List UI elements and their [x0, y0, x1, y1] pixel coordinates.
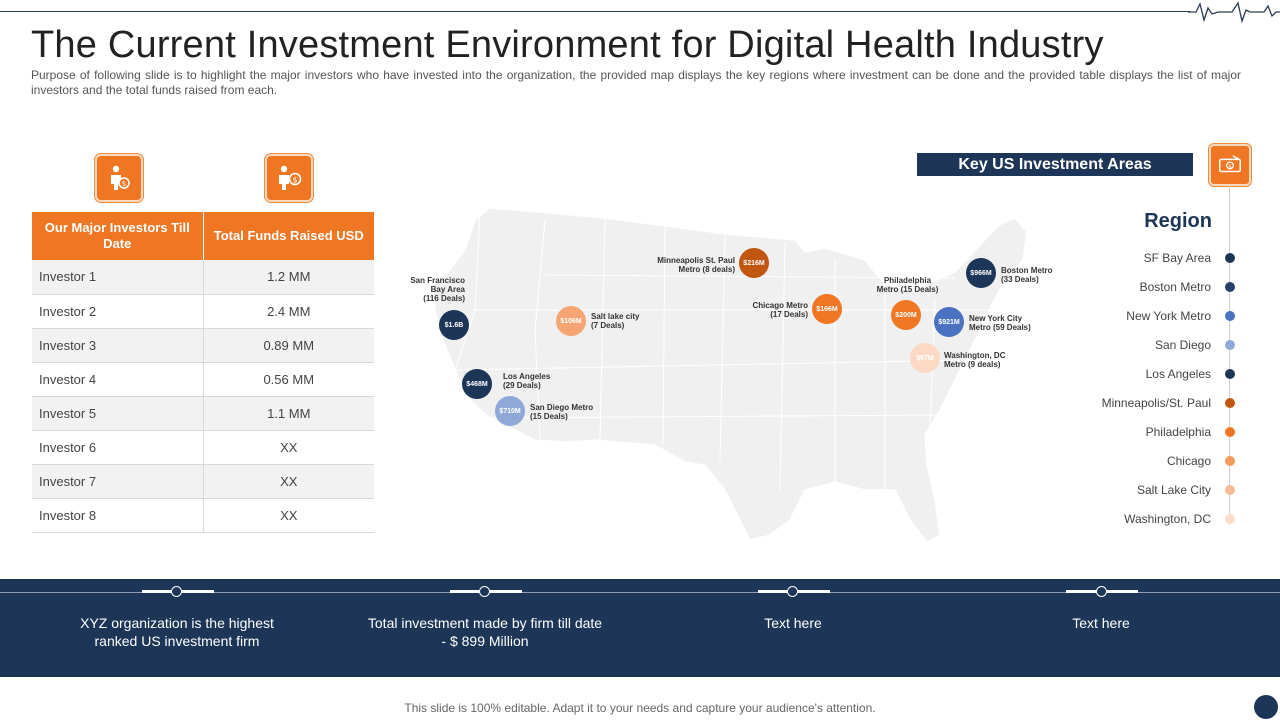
region-dot: [1225, 369, 1235, 379]
region-item: New York Metro: [1126, 309, 1211, 323]
region-dot: [1225, 282, 1235, 292]
funds-value: 1.2 MM: [203, 260, 374, 295]
funds-value: 0.89 MM: [203, 328, 374, 363]
region-item: SF Bay Area: [1143, 251, 1211, 265]
investor-name: Investor 8: [32, 498, 204, 533]
investor-name: Investor 1: [32, 260, 204, 295]
marker-label-la: Los Angeles (29 Deals): [503, 372, 551, 390]
svg-text:$: $: [1228, 164, 1232, 170]
banner-timeline: [0, 592, 1280, 593]
table-row: Investor 3 0.89 MM: [32, 328, 374, 363]
funds-value: XX: [203, 430, 374, 465]
marker-label-nyc: New York City Metro (59 Deals): [969, 314, 1031, 332]
marker-sf: $1.6B: [439, 310, 469, 340]
investor-name: Investor 4: [32, 362, 204, 397]
banner-item: Text here: [1072, 615, 1130, 631]
region-item: Los Angeles: [1145, 367, 1211, 381]
region-item: Chicago: [1166, 454, 1211, 468]
region-dot: [1225, 514, 1235, 524]
table-row: Investor 2 2.4 MM: [32, 294, 374, 329]
funds-value: XX: [203, 498, 374, 533]
svg-text:$: $: [122, 180, 126, 188]
marker-minneapolis: $216M: [739, 248, 769, 278]
marker-label-minneapolis: Minneapolis St. Paul Metro (8 deals): [657, 256, 735, 274]
investors-table: Our Major Investors Till Date Total Fund…: [32, 212, 374, 533]
region-dot: [1225, 485, 1235, 495]
marker-label-boston: Boston Metro (33 Deals): [1001, 266, 1053, 284]
investor-name: Investor 5: [32, 396, 204, 431]
region-item: Philadelphia: [1145, 425, 1211, 439]
svg-text:$: $: [292, 176, 297, 185]
marker-label-chicago: Chicago Metro (17 Deals): [752, 301, 808, 319]
marker-label-slc: Salt lake city (7 Deals): [591, 312, 640, 330]
region-dot: [1225, 427, 1235, 437]
investor-name: Investor 7: [32, 464, 204, 499]
timeline-node: [171, 586, 182, 597]
marker-slc: $106M: [556, 306, 586, 336]
table-row: Investor 1 1.2 MM: [32, 260, 374, 295]
marker-label-dc: Washington, DC Metro (9 deals): [944, 351, 1006, 369]
region-item: San Diego: [1154, 338, 1211, 352]
marker-boston: $966M: [966, 258, 996, 288]
marker-philadelphia: $200M: [891, 300, 921, 330]
timeline-node: [1096, 586, 1107, 597]
region-dot: [1225, 340, 1235, 350]
region-dot: [1225, 253, 1235, 263]
heartbeat-pulse-icon: [1188, 1, 1280, 24]
banner-item: XYZ organization is the highest ranked U…: [80, 615, 274, 649]
marker-la: $468M: [462, 369, 492, 399]
investor-name: Investor 6: [32, 430, 204, 465]
region-item: Salt Lake City: [1136, 483, 1211, 497]
region-dot: [1225, 311, 1235, 321]
funds-value: 1.1 MM: [203, 396, 374, 431]
marker-sd: $710M: [495, 396, 525, 426]
banner-item: Text here: [764, 615, 822, 631]
timeline-node: [479, 586, 490, 597]
us-map-outline: [432, 207, 1028, 543]
key-areas-title: Key US Investment Areas: [917, 153, 1193, 176]
investor-person-icon: $: [95, 154, 143, 202]
region-item: Washington, DC: [1124, 512, 1211, 526]
table-row: Investor 6 XX: [32, 430, 374, 465]
marker-label-sf: San Francisco Bay Area (116 Deals): [410, 276, 465, 303]
us-map: [432, 207, 1028, 543]
page-subtitle: Purpose of following slide is to highlig…: [31, 68, 1241, 97]
top-rule: [0, 11, 1190, 12]
table-row: Investor 8 XX: [32, 498, 374, 533]
region-dot: [1225, 398, 1235, 408]
funds-value: XX: [203, 464, 374, 499]
funds-value: 2.4 MM: [203, 294, 374, 329]
corner-decoration: [1254, 695, 1278, 719]
table-row: Investor 7 XX: [32, 464, 374, 499]
page-title: The Current Investment Environment for D…: [31, 24, 1104, 66]
funds-value: 0.56 MM: [203, 362, 374, 397]
bottom-banner: [0, 579, 1280, 677]
table-row: Investor 4 0.56 MM: [32, 362, 374, 397]
investor-name: Investor 2: [32, 294, 204, 329]
marker-dc: $67M: [910, 343, 940, 373]
table-header-funds: Total Funds Raised USD: [203, 212, 374, 260]
marker-label-philadelphia: Philadelphia Metro (15 Deals): [876, 276, 939, 294]
table-header-investors: Our Major Investors Till Date: [32, 212, 204, 260]
region-item: Minneapolis/St. Paul: [1101, 396, 1211, 410]
banner-item: Total investment made by firm till date …: [367, 615, 603, 649]
region-item: Boston Metro: [1139, 280, 1211, 294]
money-cash-icon: $: [1209, 144, 1251, 186]
marker-chicago: $166M: [812, 294, 842, 324]
marker-nyc: $921M: [934, 307, 964, 337]
region-title: Region: [1144, 210, 1212, 232]
marker-label-sd: San Diego Metro (15 Deals): [530, 403, 594, 421]
funds-person-icon: $: [265, 154, 313, 202]
region-dot: [1225, 456, 1235, 466]
table-row: Investor 5 1.1 MM: [32, 396, 374, 431]
timeline-node: [787, 586, 798, 597]
investor-name: Investor 3: [32, 328, 204, 363]
region-connector-line: [1229, 186, 1230, 522]
footer-note: This slide is 100% editable. Adapt it to…: [404, 701, 876, 715]
